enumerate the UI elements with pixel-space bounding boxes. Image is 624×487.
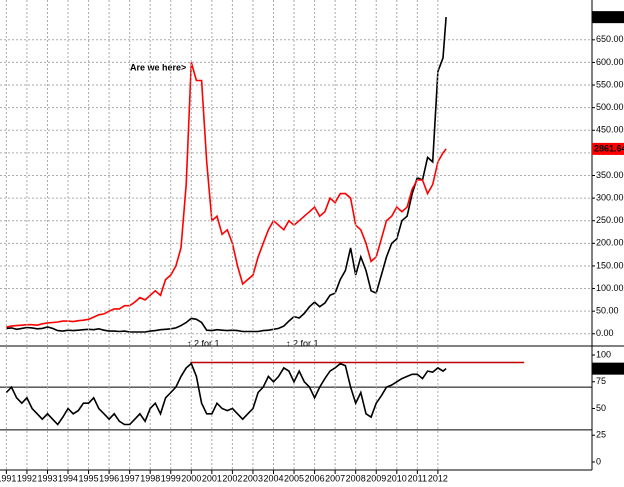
annotation: ↑ 2 for 1	[286, 338, 319, 348]
x-tick-label: 1994	[58, 473, 78, 483]
end-label: 87.26	[594, 363, 617, 373]
y-tick-label: 100.00	[596, 283, 624, 293]
y-tick-label: 650.00	[596, 34, 624, 44]
y-tick-label: 350.00	[596, 170, 624, 180]
end-label: 700.095	[594, 12, 624, 22]
x-tick-label: 2003	[243, 473, 263, 483]
x-tick-label: 2000	[181, 473, 201, 483]
y-tick-label: 150.00	[596, 260, 624, 270]
x-tick-label: 1998	[140, 473, 160, 483]
y-tick-label: 250.00	[596, 215, 624, 225]
y-tick-label: 50	[596, 403, 606, 413]
end-label-bg	[592, 142, 624, 155]
end-label-bg	[592, 11, 624, 24]
y-tick-label: 600.00	[596, 57, 624, 67]
end-label: 2861.64	[594, 143, 624, 153]
series-line	[5, 362, 447, 426]
x-tick-label: 2004	[263, 473, 283, 483]
y-tick-label: 25	[596, 430, 606, 440]
series-line	[6, 62, 447, 328]
annotation: ↑ 2 for 1	[187, 338, 220, 348]
y-tick-label: 300.00	[596, 192, 624, 202]
x-tick-label: 2001	[202, 473, 222, 483]
x-tick-label: 2008	[346, 473, 366, 483]
y-tick-label: 0.00	[596, 328, 614, 338]
x-tick-label: 2012	[428, 473, 448, 483]
x-tick-label: 2006	[305, 473, 325, 483]
x-tick-label: 2010	[387, 473, 407, 483]
x-tick-label: 2011	[408, 473, 427, 483]
x-tick-label: 2009	[366, 473, 386, 483]
y-tick-label: 100	[596, 349, 611, 359]
y-tick-label: 75	[596, 376, 606, 386]
x-tick-label: 1993	[37, 473, 57, 483]
annotation: Are we here>	[130, 62, 186, 72]
x-tick-label: 1995	[79, 473, 99, 483]
y-tick-label: 200.00	[596, 238, 624, 248]
y-tick-label: 450.00	[596, 125, 624, 135]
y-tick-label: 500.00	[596, 102, 624, 112]
x-tick-label: 1992	[17, 473, 37, 483]
x-tick-label: 1997	[120, 473, 140, 483]
x-tick-label: 2002	[222, 473, 242, 483]
y-tick-label: 550.00	[596, 79, 624, 89]
series-line	[6, 17, 447, 333]
end-label-bg	[592, 362, 624, 375]
x-tick-label: 1999	[161, 473, 181, 483]
x-tick-label: 1996	[99, 473, 119, 483]
y-tick-label: 0	[596, 456, 601, 466]
x-tick-label: 2005	[284, 473, 304, 483]
y-tick-label: 50.00	[596, 306, 619, 316]
x-tick-label: 1991	[0, 473, 16, 483]
x-tick-label: 2007	[325, 473, 345, 483]
